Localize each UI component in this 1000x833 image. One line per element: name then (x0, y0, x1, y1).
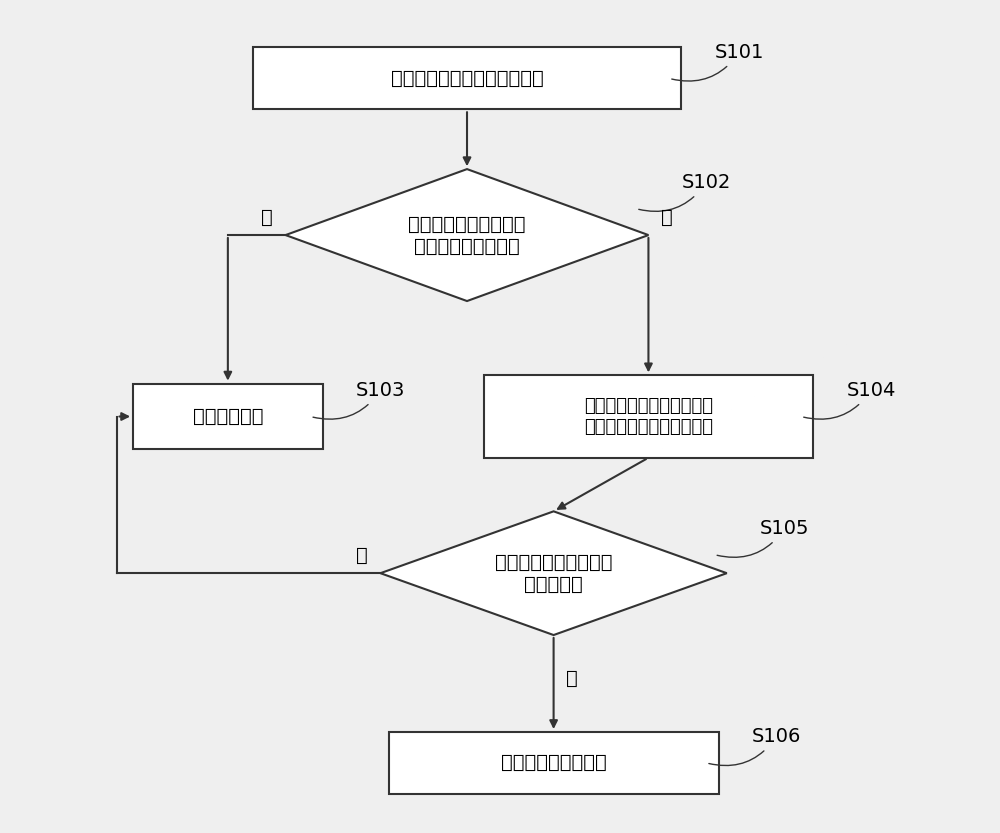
Text: 否: 否 (356, 546, 368, 565)
FancyBboxPatch shape (253, 47, 681, 109)
Text: 否: 否 (261, 207, 273, 227)
Text: S105: S105 (717, 519, 809, 557)
Text: 是: 是 (661, 207, 673, 227)
FancyBboxPatch shape (484, 376, 813, 457)
Text: 判断所述工作电流是否
大于预设的电流阈值: 判断所述工作电流是否 大于预设的电流阈值 (408, 215, 526, 256)
Polygon shape (380, 511, 727, 635)
FancyBboxPatch shape (389, 732, 719, 794)
Text: S106: S106 (709, 727, 801, 766)
FancyBboxPatch shape (133, 383, 323, 450)
Text: 对所述工作电流大于所述电
流阈值的持续时间进行计时: 对所述工作电流大于所述电 流阈值的持续时间进行计时 (584, 397, 713, 436)
Text: S104: S104 (804, 381, 896, 419)
Text: 判断计时时间是否达到
预设时间值: 判断计时时间是否达到 预设时间值 (495, 552, 612, 594)
Text: 停止所述电机的运行: 停止所述电机的运行 (501, 753, 606, 772)
Polygon shape (286, 169, 648, 301)
Text: 实时检测所述电机的工作电流: 实时检测所述电机的工作电流 (391, 69, 543, 88)
Text: S103: S103 (313, 381, 405, 419)
Text: S101: S101 (672, 42, 764, 81)
Text: 是: 是 (566, 669, 578, 687)
Text: 电机继续运行: 电机继续运行 (193, 407, 263, 426)
Text: S102: S102 (639, 173, 731, 212)
